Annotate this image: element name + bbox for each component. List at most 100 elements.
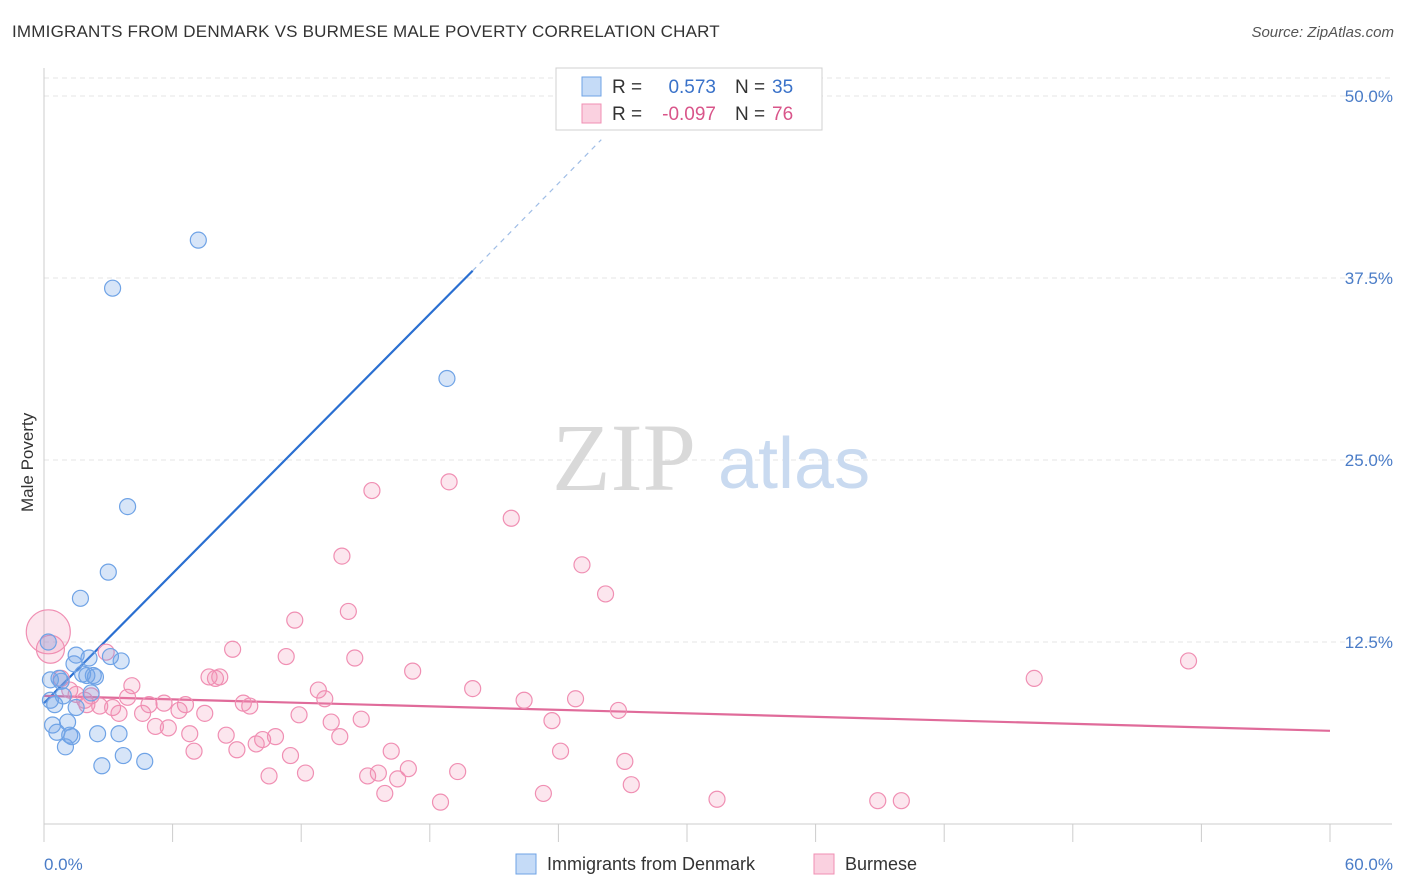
burmese-point xyxy=(159,719,177,737)
burmese-point xyxy=(431,793,450,811)
denmark-point xyxy=(82,684,100,702)
source-credit: Source: ZipAtlas.com xyxy=(1251,24,1394,41)
bottom-legend-swatch-pink xyxy=(813,853,835,875)
burmese-point xyxy=(333,547,351,565)
correlation-legend: R = 0.573 N = 35 R = -0.097 N = 76 xyxy=(555,67,823,131)
burmese-point xyxy=(616,752,634,770)
legend-r-label-1: R = xyxy=(612,77,642,98)
burmese-point xyxy=(155,694,173,712)
burmese-point xyxy=(464,679,482,698)
y-tick-label: 25.0% xyxy=(1345,451,1393,470)
burmese-point xyxy=(67,685,85,704)
bottom-legend-label-2: Burmese xyxy=(845,854,917,874)
legend-n-label-2: N = xyxy=(735,104,765,125)
burmese-point xyxy=(449,762,467,781)
denmark-point xyxy=(136,752,154,770)
denmark-point xyxy=(103,279,122,297)
denmark-point xyxy=(54,687,72,705)
y-tick-label: 37.5% xyxy=(1345,269,1393,288)
denmark-point xyxy=(110,725,128,743)
burmese-point xyxy=(110,704,128,722)
grid-lines xyxy=(44,77,1392,643)
legend-r-value-2: -0.097 xyxy=(662,104,716,125)
burmese-point xyxy=(181,725,199,743)
burmese-point xyxy=(316,690,334,708)
legend-swatch-pink xyxy=(581,103,602,124)
bottom-legend-swatch-blue xyxy=(515,853,537,875)
trend-lines xyxy=(43,139,1331,732)
burmese-point xyxy=(622,776,640,794)
burmese-point xyxy=(352,710,370,728)
legend-n-value-2: 76 xyxy=(772,104,793,125)
burmese-point xyxy=(217,726,235,744)
burmese-point xyxy=(322,713,340,731)
y-axis-label: Male Poverty xyxy=(18,412,37,512)
x-tick-labels: 0.0% 60.0% xyxy=(44,855,1393,874)
denmark-point xyxy=(78,666,96,685)
burmese-point xyxy=(869,792,887,810)
denmark-trend-extension xyxy=(472,139,602,272)
burmese-trend-line xyxy=(43,694,1331,732)
denmark-point xyxy=(67,698,85,717)
denmark-point xyxy=(41,671,60,689)
legend-n-value-1: 35 xyxy=(772,77,793,98)
burmese-point xyxy=(1025,669,1043,688)
chart-title: IMMIGRANTS FROM DENMARK VS BURMESE MALE … xyxy=(12,22,720,41)
burmese-point xyxy=(176,696,195,714)
watermark-atlas: atlas xyxy=(718,424,870,504)
data-points xyxy=(25,231,1198,811)
x-tick-label: 60.0% xyxy=(1345,855,1393,874)
watermark-zip: ZIP xyxy=(552,404,696,511)
denmark-point xyxy=(112,652,130,670)
burmese-point xyxy=(543,712,561,730)
denmark-point xyxy=(101,647,120,666)
burmese-point xyxy=(211,668,229,686)
burmese-point xyxy=(25,609,71,655)
burmese-point xyxy=(708,790,726,808)
burmese-point xyxy=(91,697,109,715)
denmark-point xyxy=(50,669,68,688)
legend-n-label-1: N = xyxy=(735,77,765,98)
denmark-point xyxy=(71,589,90,607)
burmese-point xyxy=(228,741,246,759)
watermark: ZIP atlas xyxy=(552,404,870,511)
burmese-point xyxy=(404,662,422,680)
burmese-point xyxy=(140,696,158,714)
denmark-point xyxy=(93,757,111,775)
burmese-point xyxy=(369,764,387,782)
burmese-point xyxy=(515,691,533,709)
burmese-point xyxy=(260,767,278,785)
burmese-point xyxy=(296,764,315,782)
denmark-point xyxy=(63,728,81,746)
denmark-point xyxy=(39,633,57,651)
y-tick-label: 12.5% xyxy=(1345,633,1393,652)
burmese-point xyxy=(566,690,585,708)
denmark-point xyxy=(52,672,70,690)
denmark-point xyxy=(88,725,107,743)
denmark-point xyxy=(438,369,456,388)
denmark-point xyxy=(118,497,137,516)
legend-r-value-1: 0.573 xyxy=(668,77,716,98)
burmese-point xyxy=(309,681,327,699)
burmese-point xyxy=(892,792,910,810)
burmese-point xyxy=(596,585,615,603)
burmese-point xyxy=(551,742,570,760)
burmese-point xyxy=(196,704,214,722)
burmese-point xyxy=(254,730,272,749)
denmark-point xyxy=(46,696,64,714)
legend-r-label-2: R = xyxy=(612,104,642,125)
x-tick-label: 0.0% xyxy=(44,855,83,874)
burmese-point xyxy=(339,602,357,621)
burmese-point xyxy=(502,509,520,527)
burmese-point xyxy=(440,473,458,491)
burmese-point xyxy=(133,704,152,722)
burmese-point xyxy=(146,717,165,736)
legend-swatch-blue xyxy=(581,76,602,97)
burmese-point xyxy=(573,556,591,574)
burmese-point xyxy=(609,701,628,720)
burmese-point xyxy=(277,647,295,666)
y-tick-labels: 12.5% 25.0% 37.5% 50.0% xyxy=(1345,87,1393,652)
burmese-point xyxy=(290,706,308,724)
burmese-point xyxy=(123,677,141,695)
